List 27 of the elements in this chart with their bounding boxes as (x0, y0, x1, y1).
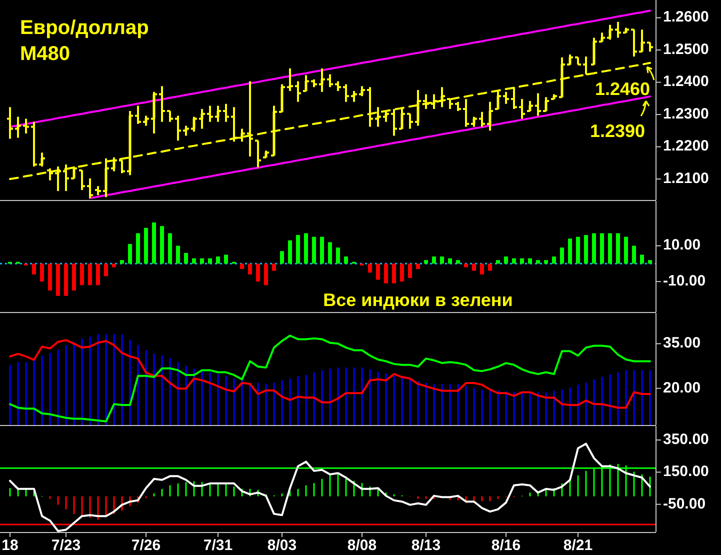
y-tick-label: 150.00 (663, 463, 709, 480)
y-tick-label: 1.2500 (663, 40, 709, 58)
y-tick-label: 350.00 (663, 430, 709, 448)
x-tick-label: 8/16 (491, 537, 521, 554)
text: Евро/доллар (20, 17, 149, 39)
y-tick-label: 10.00 (663, 236, 701, 254)
x-tick-label: 7/31 (203, 537, 233, 554)
annotation: 1.2390 (590, 121, 645, 141)
y-tick-label: 1.2300 (663, 105, 709, 122)
y-tick-label: 20.00 (663, 379, 701, 396)
y-tick-label: 35.00 (663, 334, 701, 352)
annotation: 1.2460 (594, 79, 650, 99)
x-tick-label: 8/13 (411, 537, 441, 554)
annotation: Все индюки в зелени (323, 290, 513, 310)
x-tick-label: 18 (2, 537, 18, 554)
x-tick-label: 7/26 (131, 537, 161, 554)
y-tick-label: 1.2600 (663, 8, 709, 26)
y-tick-label: 1.2400 (663, 73, 709, 90)
y-tick-label: 1.2200 (663, 138, 709, 155)
y-tick-label: 1.2100 (663, 170, 709, 187)
x-tick-label: 7/23 (51, 537, 81, 554)
x-tick-label: 8/21 (563, 537, 593, 554)
y-tick-label: -10.00 (663, 272, 706, 290)
x-tick-label: 8/08 (347, 537, 377, 554)
y-tick-label: -50.00 (663, 495, 706, 512)
x-tick-label: 8/03 (267, 537, 297, 554)
text: M480 (20, 43, 70, 65)
